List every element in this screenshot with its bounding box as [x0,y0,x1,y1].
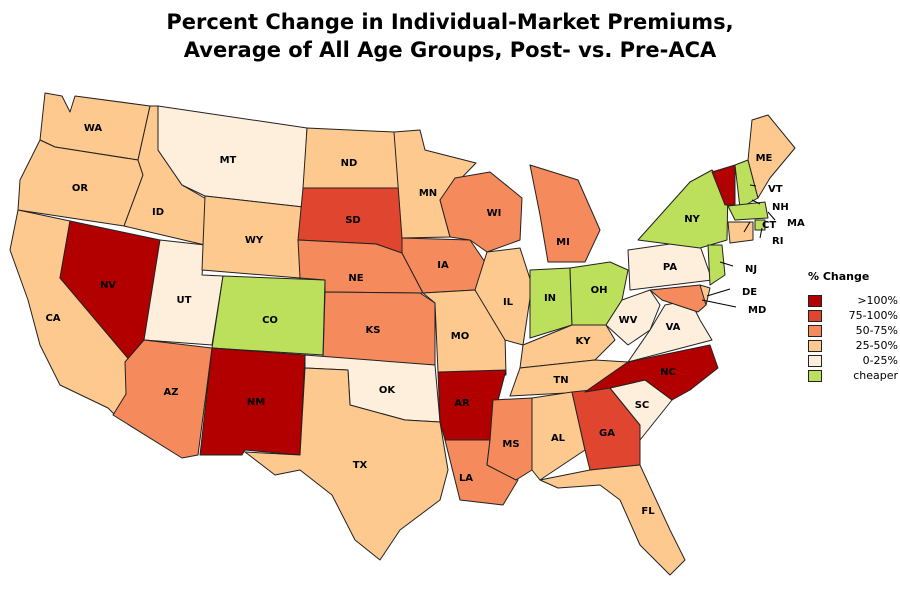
state-label-ia: IA [437,260,449,271]
state-label-vt: VT [768,184,783,195]
state-label-il: IL [503,297,514,308]
legend-label: 50-75% [855,324,898,337]
legend-items: >100% 75-100% 50-75% 25-50% 0-25% cheaper [808,293,898,383]
legend-item: >100% [808,293,898,308]
leader-line-de [706,288,731,297]
state-nj [707,244,726,286]
state-wv [605,289,661,346]
leader-line-ma [767,211,776,221]
legend-swatch [808,294,822,307]
legend-label: cheaper [853,369,898,382]
legend-swatch [808,324,822,337]
state-label-wi: WI [487,208,502,219]
state-mi [529,164,601,263]
state-nc [584,344,719,401]
legend-item: 25-50% [808,338,898,353]
state-label-mn: MN [419,188,437,199]
state-label-mo: MO [451,331,469,342]
legend-label: >100% [857,294,898,307]
state-label-az: AZ [164,387,179,398]
state-label-ma: MA [787,218,805,229]
state-label-md: MD [748,305,766,316]
state-label-tn: TN [553,375,568,386]
legend-label: 75-100% [848,309,898,322]
leader-line-md [701,299,737,308]
state-tx [244,367,449,561]
state-label-ky: KY [576,336,592,347]
leader-line-nj [719,261,734,267]
state-me [747,114,796,199]
state-label-al: AL [551,433,566,444]
leader-line-vt [749,184,757,187]
map-title-line2: Average of All Age Groups, Post- vs. Pre… [183,38,717,62]
state-label-sc: SC [635,400,650,411]
state-fl [539,464,686,576]
state-label-wv: WV [619,315,638,326]
state-label-fl: FL [641,506,655,517]
state-ma [727,201,769,221]
legend-title: % Change [808,270,870,283]
state-label-nd: ND [341,158,358,169]
state-label-sd: SD [345,215,361,226]
legend-item: 75-100% [808,308,898,323]
legend-item: cheaper [808,368,898,383]
legend-item: 0-25% [808,353,898,368]
state-label-ks: KS [366,325,381,336]
state-label-ca: CA [45,313,60,324]
state-label-la: LA [459,473,473,484]
state-ks [322,291,436,366]
map-title-line1: Percent Change in Individual-Market Prem… [166,10,734,34]
state-md [649,284,707,313]
state-label-ga: GA [599,428,615,439]
legend-label: 25-50% [855,339,898,352]
state-label-tx: TX [353,460,368,471]
state-label-or: OR [72,183,89,194]
state-label-de: DE [742,287,757,298]
state-label-ny: NY [684,214,700,225]
map-title: Percent Change in Individual-Market Prem… [0,8,900,64]
state-ny [637,169,729,249]
legend-item: 50-75% [808,323,898,338]
state-label-nm: NM [247,397,265,408]
leader-line-ct [743,221,751,233]
state-label-nh: NH [772,202,789,213]
leader-line-ri [759,227,763,239]
state-label-id: ID [152,207,164,218]
state-label-ri: RI [772,236,783,247]
state-label-co: CO [262,315,278,326]
legend-swatch [808,354,822,367]
state-label-ms: MS [502,439,519,450]
state-label-in: IN [544,293,556,304]
state-label-wa: WA [84,123,103,134]
state-label-ok: OK [379,385,397,396]
state-label-ut: UT [177,295,192,306]
legend: % Change >100% 75-100% 50-75% 25-50% 0-25% ch… [808,270,898,383]
state-label-nc: NC [660,367,676,378]
legend-label: 0-25% [862,354,898,367]
state-label-ne: NE [348,273,363,284]
state-ri [754,219,766,231]
state-label-nj: NJ [745,264,757,275]
legend-swatch [808,369,822,382]
state-label-ct: CT [762,220,776,231]
state-label-nv: NV [100,280,116,291]
state-al [531,391,586,481]
state-label-pa: PA [663,262,677,273]
state-label-wy: WY [245,235,264,246]
legend-swatch [808,339,822,352]
state-label-mt: MT [220,155,237,166]
state-label-me: ME [756,153,773,164]
state-label-va: VA [666,322,681,333]
state-ct [727,221,754,244]
state-label-ar: AR [454,398,470,409]
leader-line-nh [751,199,761,205]
state-label-oh: OH [591,285,608,296]
state-label-mi: MI [556,237,570,248]
legend-swatch [808,309,822,322]
